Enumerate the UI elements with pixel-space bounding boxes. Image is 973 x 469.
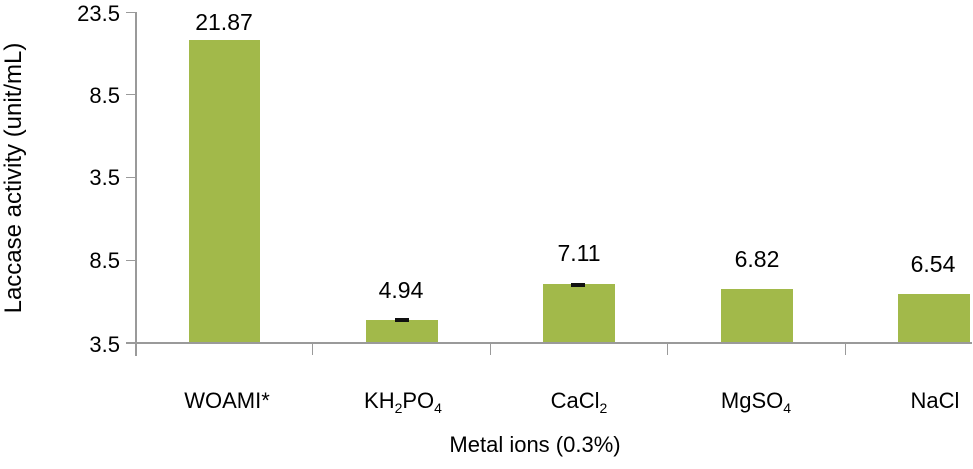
bar-woami: [189, 40, 260, 342]
category-label-subscript: 4: [783, 400, 792, 416]
category-label-nacl: NaCl: [850, 388, 973, 414]
category-label-text: PO: [402, 388, 435, 413]
category-label-text: MgSO: [720, 388, 784, 413]
y-tick-label: 8.5: [89, 248, 120, 273]
value-label-mgso4: 6.82: [734, 246, 780, 272]
bar-nacl: [898, 294, 970, 342]
category-label-cacl2: CaCl2: [494, 388, 664, 416]
error-bar-kh2po4: [395, 318, 409, 322]
bar-kh2po4: [366, 320, 438, 342]
y-tick-label: 3.5: [89, 165, 120, 190]
category-label-text: WOAMI*: [184, 388, 270, 413]
category-label-mgso4: MgSO4: [671, 388, 841, 416]
category-label-woami: WOAMI*: [142, 388, 312, 414]
category-label-subscript: 2: [394, 400, 403, 416]
y-tick-label: 3.5: [89, 332, 120, 357]
x-tick-mark: [667, 343, 668, 355]
bar-cacl2: [543, 284, 615, 342]
x-axis-line: [126, 342, 972, 344]
y-axis-line: [135, 12, 137, 356]
bar-mgso4: [721, 289, 793, 342]
value-label-woami: 21.87: [195, 9, 253, 35]
y-tick-mark: [126, 94, 136, 95]
category-label-subscript: 2: [599, 400, 608, 416]
value-label-nacl: 6.54: [910, 251, 956, 277]
category-label-text: NaCl: [910, 388, 960, 413]
value-label-cacl2: 7.11: [557, 240, 601, 266]
category-label-text: KH: [364, 388, 395, 413]
y-tick-label: 23.5: [77, 1, 120, 26]
y-tick-mark: [126, 12, 136, 13]
y-tick-mark: [126, 177, 136, 178]
x-tick-mark: [845, 343, 846, 355]
category-label-text: CaCl: [550, 388, 600, 413]
category-label-subscript: 4: [434, 400, 442, 416]
category-label-kh2po4: KH2PO4: [318, 388, 488, 416]
y-tick-label: 8.5: [89, 83, 120, 108]
y-tick-mark: [126, 260, 136, 261]
x-axis-title: Metal ions (0.3%): [449, 432, 621, 457]
error-bar-cacl2: [571, 283, 585, 287]
x-tick-mark: [312, 343, 313, 355]
y-axis-title-text: Laccase activity (unit/mL): [0, 42, 27, 314]
x-tick-mark: [490, 343, 491, 355]
value-label-kh2po4: 4.94: [378, 277, 424, 303]
